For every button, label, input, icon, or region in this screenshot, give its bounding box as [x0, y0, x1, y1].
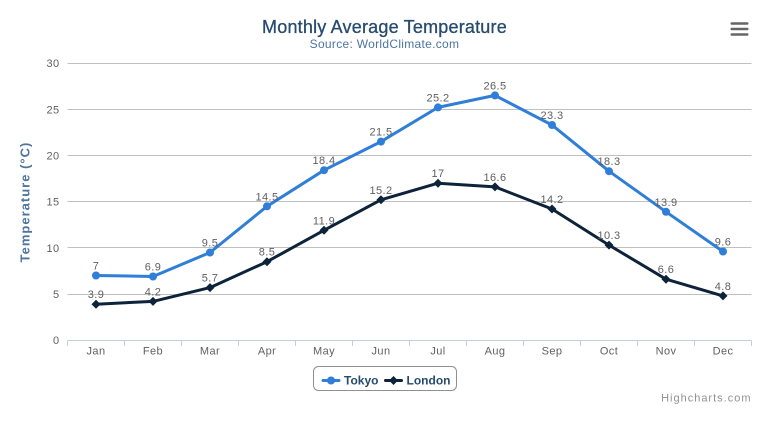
svg-text:4.8: 4.8 [715, 281, 732, 293]
svg-text:10: 10 [46, 243, 59, 255]
svg-text:7: 7 [93, 261, 100, 273]
svg-text:Tokyo: Tokyo [344, 374, 378, 388]
svg-text:Jul: Jul [430, 346, 445, 358]
svg-text:5: 5 [53, 289, 60, 301]
svg-text:May: May [313, 346, 335, 358]
svg-text:25.2: 25.2 [426, 92, 449, 104]
svg-text:10.3: 10.3 [597, 230, 620, 242]
svg-text:6.6: 6.6 [658, 264, 675, 276]
svg-text:18.4: 18.4 [312, 155, 335, 167]
svg-text:Oct: Oct [600, 346, 618, 358]
svg-text:13.9: 13.9 [654, 197, 677, 209]
svg-text:Mar: Mar [200, 346, 220, 358]
svg-text:9.5: 9.5 [202, 238, 219, 250]
svg-text:6.9: 6.9 [145, 262, 162, 274]
svg-text:Jun: Jun [372, 346, 391, 358]
svg-text:0: 0 [53, 335, 60, 347]
svg-text:Temperature (°C): Temperature (°C) [18, 142, 33, 263]
svg-text:Dec: Dec [713, 346, 734, 358]
svg-text:17: 17 [431, 168, 444, 180]
svg-text:9.6: 9.6 [715, 237, 732, 249]
svg-text:16.6: 16.6 [483, 172, 506, 184]
svg-text:Source: WorldClimate.com: Source: WorldClimate.com [310, 37, 460, 51]
svg-text:Nov: Nov [656, 346, 677, 358]
svg-text:Sep: Sep [542, 346, 563, 358]
svg-text:Apr: Apr [258, 346, 276, 358]
svg-text:London: London [407, 374, 451, 388]
svg-text:Aug: Aug [485, 346, 506, 358]
svg-text:3.9: 3.9 [88, 289, 105, 301]
svg-text:15: 15 [46, 197, 59, 209]
svg-text:23.3: 23.3 [540, 110, 563, 122]
svg-text:30: 30 [46, 58, 59, 70]
svg-text:Highcharts.com: Highcharts.com [661, 393, 751, 405]
svg-text:11.9: 11.9 [313, 215, 335, 227]
svg-text:20: 20 [46, 151, 59, 163]
svg-text:18.3: 18.3 [597, 156, 620, 168]
svg-text:Jan: Jan [87, 346, 106, 358]
svg-text:Monthly Average Temperature: Monthly Average Temperature [262, 17, 507, 37]
svg-text:25: 25 [46, 104, 59, 116]
svg-text:21.5: 21.5 [369, 127, 392, 139]
svg-text:8.5: 8.5 [259, 247, 276, 259]
svg-text:Feb: Feb [143, 346, 163, 358]
svg-text:15.2: 15.2 [369, 185, 392, 197]
svg-text:14.5: 14.5 [255, 191, 278, 203]
svg-text:26.5: 26.5 [483, 80, 506, 92]
svg-text:14.2: 14.2 [540, 194, 563, 206]
svg-text:4.2: 4.2 [145, 286, 162, 298]
svg-text:5.7: 5.7 [202, 273, 219, 285]
